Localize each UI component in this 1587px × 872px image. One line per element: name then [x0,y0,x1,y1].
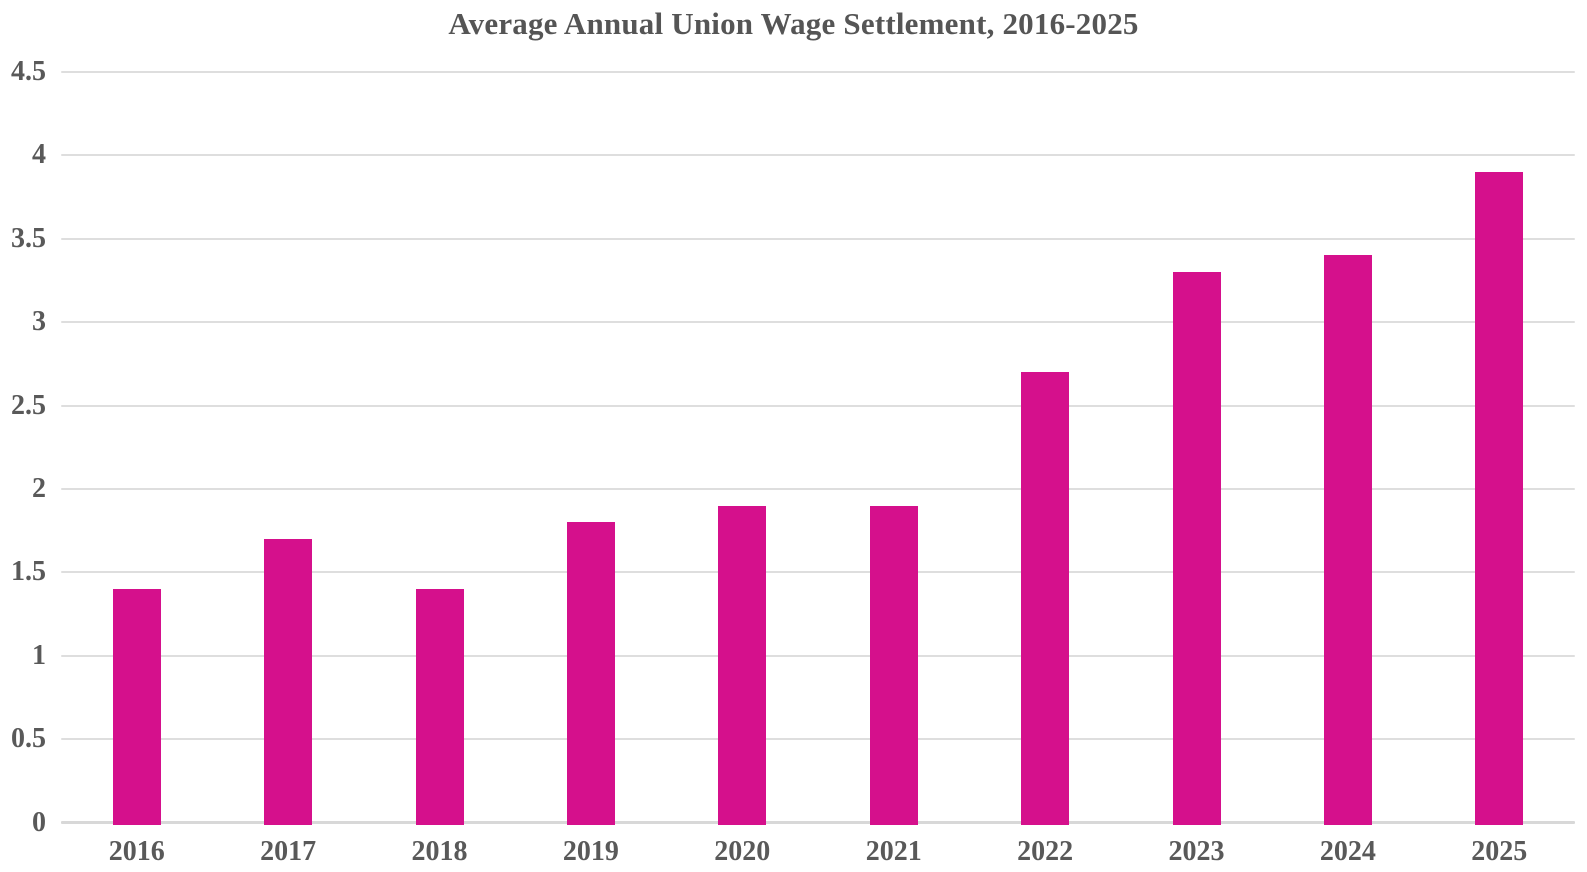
x-tick-label: 2023 [1168,836,1225,867]
gridline [61,404,1575,407]
x-tick-label: 2021 [865,836,922,867]
x-tick-label: 2019 [562,836,619,867]
x-tick-label: 2022 [1017,836,1074,867]
bar-2021 [869,505,918,826]
bar-2020 [718,505,767,826]
y-tick-label: 3 [32,306,46,338]
bar-2025 [1475,171,1524,826]
bar-2017 [264,538,313,826]
x-tick-label: 2025 [1471,836,1528,867]
y-tick-label: 0.5 [11,723,46,755]
gridline [61,154,1575,157]
bar-2016 [112,588,161,826]
x-tick-label: 2020 [714,836,771,867]
bar-2019 [566,522,615,826]
x-tick-label: 2024 [1319,836,1376,867]
gridline [61,487,1575,490]
y-tick-label: 3.5 [11,222,46,254]
gridline [61,321,1575,324]
y-tick-label: 2.5 [11,389,46,421]
bar-2023 [1172,272,1221,826]
bar-2022 [1021,372,1070,826]
gridline [61,654,1575,657]
y-tick-label: 4.5 [11,55,46,87]
gridline [61,237,1575,240]
bar-2018 [415,588,464,826]
y-tick-label: 1 [32,639,46,671]
x-tick-label: 2018 [411,836,468,867]
y-tick-label: 4 [32,139,46,171]
gridline [61,738,1575,741]
y-tick-label: 2 [32,472,46,504]
x-tick-label: 2016 [108,836,165,867]
gridline [61,70,1575,73]
y-tick-label: 0 [32,806,46,838]
bar-2024 [1323,255,1372,826]
x-tick-label: 2017 [260,836,317,867]
y-tick-label: 1.5 [11,556,46,588]
chart-title: Average Annual Union Wage Settlement, 20… [448,6,1139,41]
x-axis-line [61,821,1575,824]
gridline [61,571,1575,574]
